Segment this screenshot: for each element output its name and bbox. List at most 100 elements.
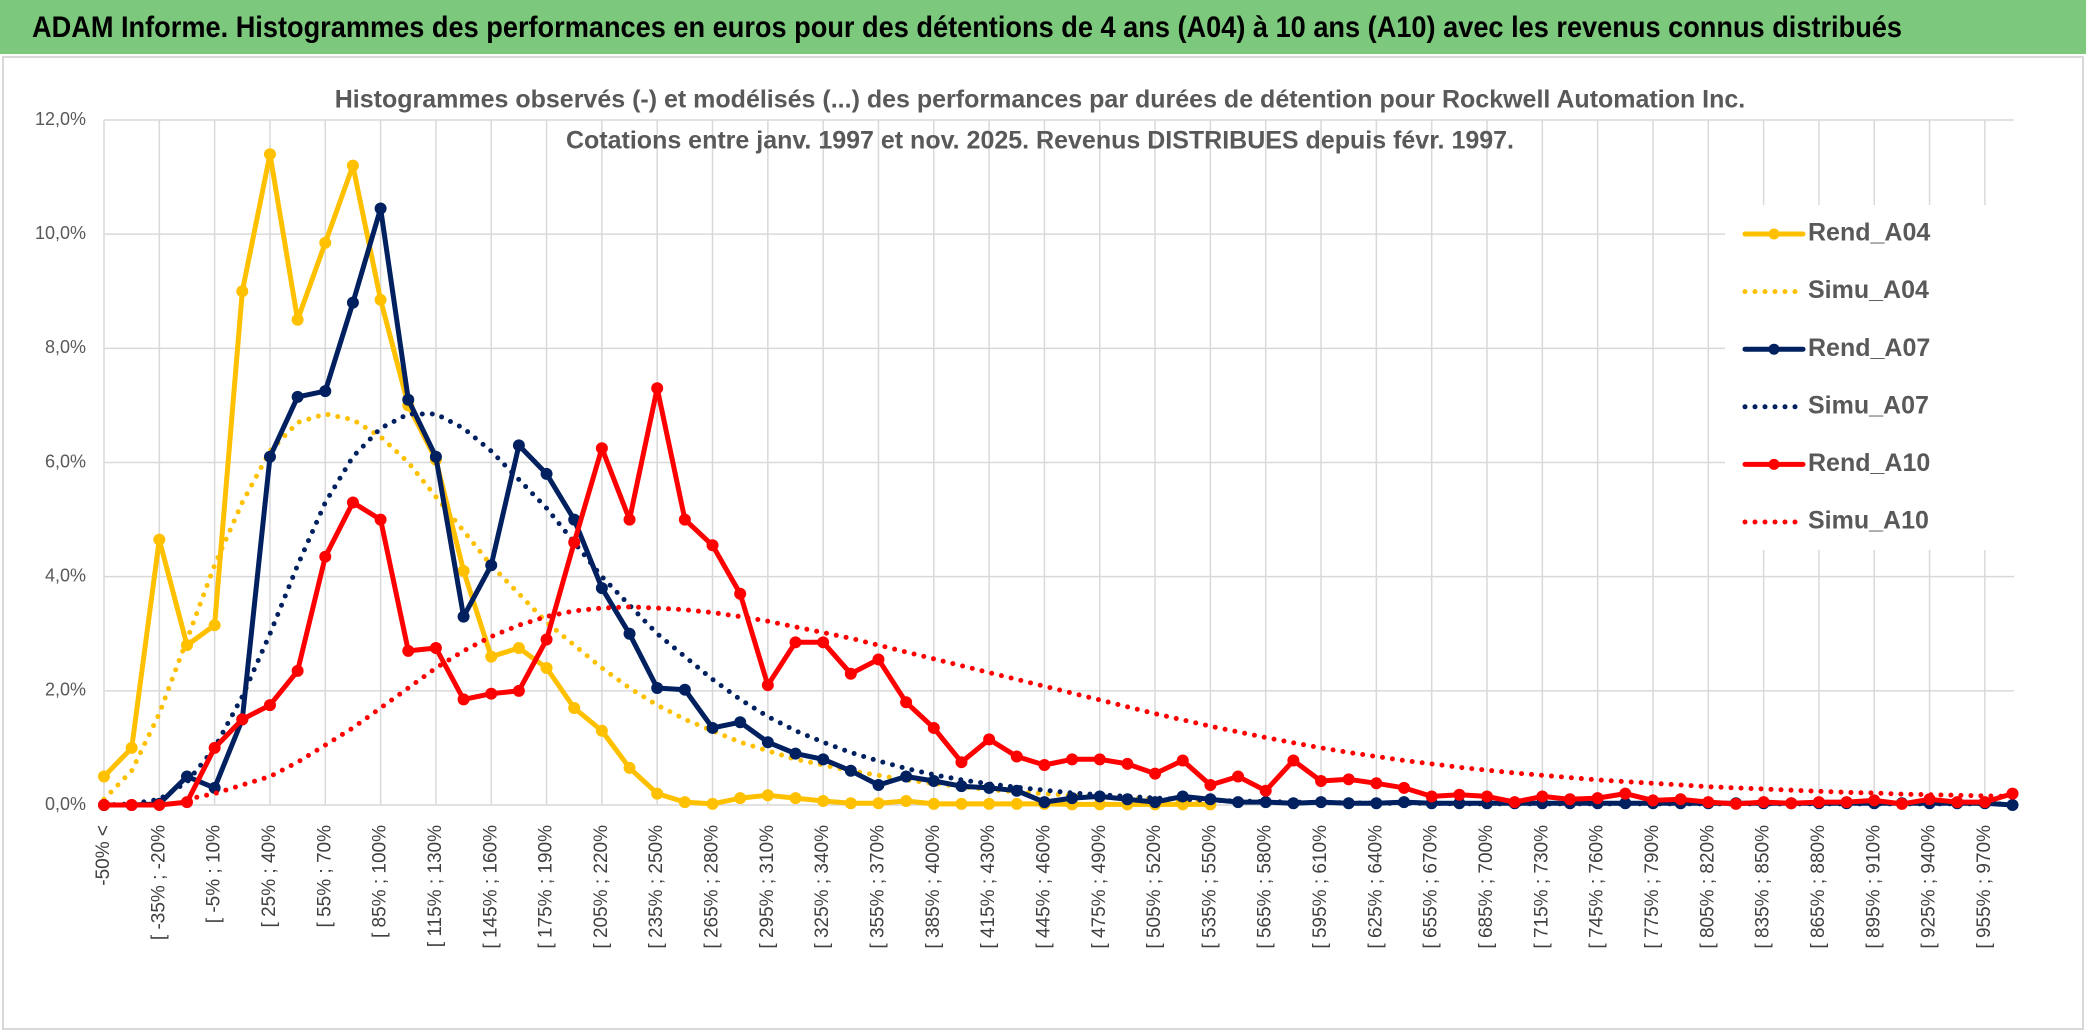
point [844,667,857,680]
point [1398,781,1411,794]
point [1010,750,1023,763]
x-tick-label: [ 205% ; 220% [591,825,612,949]
point [153,799,166,811]
point [1674,793,1687,806]
y-tick-label: 2,0% [45,680,86,700]
x-tick-label: [ 535% ; 550% [1199,825,1220,949]
point [927,775,940,788]
point [1453,788,1466,801]
point [98,799,110,811]
point [927,721,940,734]
x-tick-label: [ -35% ; -20% [148,825,169,940]
series-line [184,604,2015,802]
x-tick-label: [ 505% ; 520% [1144,825,1165,949]
point [1536,790,1549,803]
point [512,439,525,452]
x-tick-label: [ 295% ; 310% [757,825,778,949]
header-bar [0,0,2086,54]
point [1370,777,1383,790]
point [1646,794,1659,807]
x-tick-label: [ 235% ; 250% [646,825,667,949]
x-tick-label: [ 415% ; 430% [978,825,999,949]
point [789,792,802,805]
point [485,687,498,700]
x-tick-label: [ 475% ; 490% [1089,825,1110,949]
point [485,559,498,572]
point [706,539,719,552]
y-tick-label: 10,0% [35,223,86,243]
point [761,679,774,692]
point [651,787,664,800]
point [1066,753,1079,766]
x-tick-label: [ 835% ; 850% [1753,825,1774,949]
point [595,442,608,455]
point [1785,797,1798,810]
point [1315,775,1328,788]
point [623,627,636,640]
x-tick-label: [ 865% ; 880% [1808,825,1829,949]
chart-frame [2,56,2084,1030]
point [955,756,968,769]
point [1840,796,1853,809]
legend: Rend_A04 Simu_A04 Rend_A07 Simu_A07 Rend_A10… [1725,205,2015,550]
point [208,619,221,632]
point [291,313,304,326]
series-line [101,385,2015,808]
point [125,799,138,811]
point [457,564,470,577]
x-tick-label: [ 85% ; 100% [370,825,391,938]
point [346,159,359,172]
point [789,747,802,760]
point [263,450,276,463]
point [429,450,442,463]
x-tick-label: [ 55% ; 70% [314,825,335,928]
point [319,385,332,398]
point [374,513,387,526]
x-tick-label: [ 625% ; 640% [1365,825,1386,949]
x-tick-label: [ 715% ; 730% [1531,825,1552,949]
x-tick-label: [ 775% ; 790% [1642,825,1663,949]
point [457,693,470,706]
point [540,662,553,674]
point [761,789,774,802]
point [374,202,387,215]
x-tick-label: [ 175% ; 190% [536,825,557,949]
legend-marker [1768,228,1780,240]
x-tick-label: [ 325% ; 340% [812,825,833,949]
point [125,741,138,754]
legend-label: Simu_A07 [1808,391,1929,419]
point [263,699,276,712]
point [512,642,525,655]
point [844,764,857,777]
x-tick-label: [ 685% ; 700% [1476,825,1497,949]
point [153,533,166,546]
header-title: ADAM Informe. Histogrammes des performan… [32,11,1902,44]
x-tick-label: [ 925% ; 940% [1919,825,1940,949]
point [346,496,359,509]
point [568,536,581,549]
y-tick-label: 8,0% [45,337,86,357]
point [651,382,664,395]
point [1342,773,1355,786]
x-tick-label: [ 145% ; 160% [480,825,501,949]
y-tick-label: 4,0% [45,565,86,585]
y-tick-label: 12,0% [35,109,86,129]
point [900,770,913,783]
point [761,736,774,749]
point [1757,796,1770,809]
point [457,610,470,623]
point [236,285,249,298]
point [263,148,276,161]
point [1563,793,1576,806]
x-tick-label: [ 955% ; 970% [1974,825,1995,949]
x-tick-label: [ 115% ; 130% [425,825,446,947]
x-tick-label: -50% < [93,825,114,886]
point [817,636,830,649]
legend-marker [1768,343,1780,355]
x-tick-label: [ 565% ; 580% [1255,825,1276,949]
chart-title: Histogrammes observés (-) et modélisés (… [335,86,1746,114]
point [651,681,664,694]
point [208,741,221,754]
point [1951,796,1964,809]
